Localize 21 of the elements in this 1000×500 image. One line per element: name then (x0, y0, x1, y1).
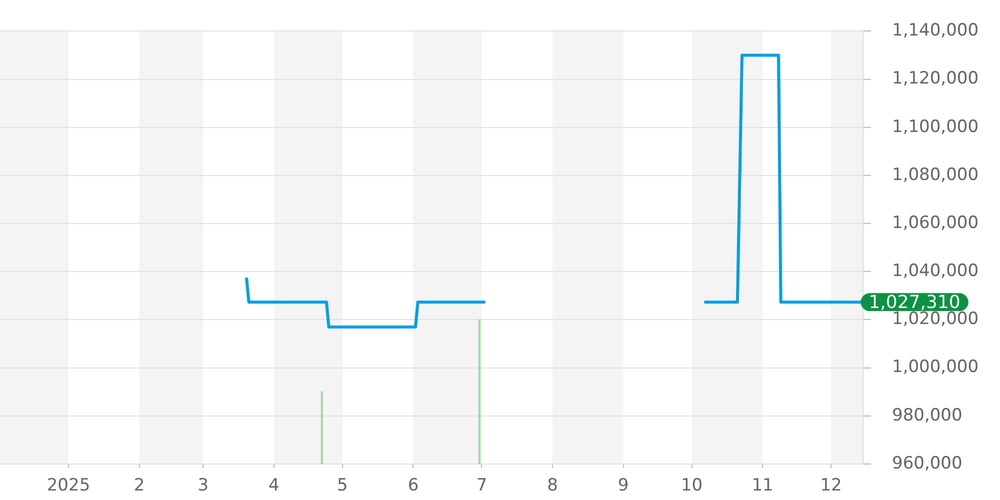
x-tick-label: 5 (337, 476, 348, 496)
y-tick-label: 1,120,000 (892, 68, 979, 89)
y-tick-label: 1,000,000 (892, 357, 979, 378)
y-tick-label: 1,140,000 (892, 20, 979, 41)
x-tick-label: 2 (134, 476, 145, 496)
x-tick-label: 12 (820, 476, 842, 496)
x-tick-label: 10 (680, 476, 703, 496)
x-tick-label: 8 (547, 476, 558, 496)
x-tick-label: 6 (408, 476, 419, 496)
x-tick-label: 7 (476, 476, 488, 496)
y-tick-label: 1,080,000 (892, 164, 979, 185)
y-tick-label: 980,000 (892, 405, 962, 426)
y-tick-label: 1,100,000 (892, 116, 979, 137)
x-tick-label: 9 (618, 476, 629, 496)
x-tick-label: 2025 (46, 476, 90, 496)
x-tick-label: 11 (752, 476, 774, 496)
y-tick-label: 1,040,000 (892, 261, 979, 282)
y-tick-label: 1,060,000 (892, 212, 979, 233)
x-tick-label: 3 (198, 476, 209, 496)
x-tick-label: 4 (268, 476, 280, 496)
y-tick-label: 960,000 (892, 453, 962, 474)
